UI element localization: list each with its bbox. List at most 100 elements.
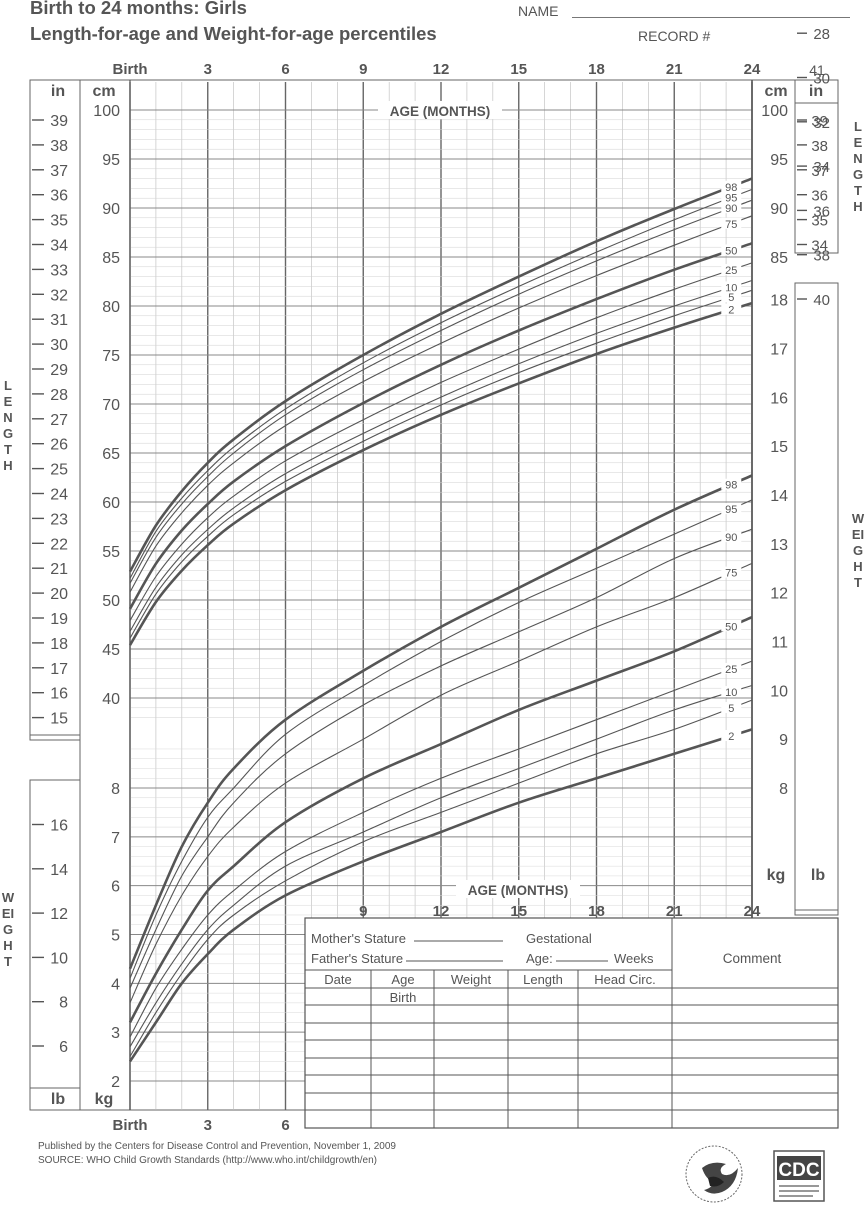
x-tick-mid-12: 12 bbox=[433, 903, 450, 920]
in-tick-left: 36 bbox=[50, 188, 68, 205]
weight-label-bg bbox=[721, 531, 742, 543]
length-curve-p90 bbox=[129, 199, 753, 584]
in-tick-left: 21 bbox=[50, 561, 68, 578]
x-tick-mid-24: 24 bbox=[744, 903, 761, 920]
cm-tick-left: 80 bbox=[102, 299, 120, 316]
lb-tick-left: 8 bbox=[59, 995, 68, 1012]
in-tick-right: 36 bbox=[811, 188, 828, 205]
length-label-bg bbox=[721, 244, 742, 256]
in-tick-right: 35 bbox=[811, 213, 828, 230]
cm-tick-left: 90 bbox=[102, 201, 120, 218]
length-percentile-label-98: 98 bbox=[725, 182, 737, 194]
in-tick-right: 34 bbox=[811, 238, 828, 255]
kg-tick-right: 15 bbox=[770, 439, 788, 456]
in-tick-left: 39 bbox=[50, 113, 68, 130]
unit-in-right: in bbox=[809, 83, 823, 100]
x-tick-mid-18: 18 bbox=[588, 903, 605, 920]
unit-kg-left: kg bbox=[95, 1091, 114, 1108]
kg-tick-right: 14 bbox=[770, 488, 788, 505]
in-tick-left: 29 bbox=[50, 362, 68, 379]
length-curve-p2 bbox=[128, 301, 753, 646]
weight-label-bg bbox=[721, 620, 742, 632]
kg-tick-left: 3 bbox=[111, 1025, 120, 1042]
in-tick-left: 19 bbox=[50, 611, 68, 628]
table-col-header: Age bbox=[391, 972, 414, 987]
in-tick-right: 37 bbox=[811, 163, 828, 180]
in-tick-left: 31 bbox=[50, 312, 68, 329]
cm-tick-left: 65 bbox=[102, 446, 120, 463]
lb-tick-right: 30 bbox=[813, 71, 830, 88]
length-curve-p10 bbox=[129, 279, 753, 632]
in-tick-left: 17 bbox=[50, 661, 68, 678]
x-tick-top-3: 3 bbox=[204, 61, 212, 78]
age-label-bg bbox=[456, 880, 580, 898]
in-tick-left: 15 bbox=[50, 711, 68, 728]
in-tick-left: 24 bbox=[50, 487, 68, 504]
fathers-stature-label: Father's Stature bbox=[311, 951, 403, 966]
unit-in-left: in bbox=[51, 83, 65, 100]
name-field-line[interactable] bbox=[572, 17, 850, 18]
cm-tick-right: 95 bbox=[770, 152, 788, 169]
lb-tick-left: 16 bbox=[50, 818, 68, 835]
kg-tick-left: 2 bbox=[111, 1074, 120, 1091]
weight-curve-p25 bbox=[129, 660, 753, 1038]
x-tick-top-Birth: Birth bbox=[113, 61, 148, 78]
cm-tick-left: 85 bbox=[102, 250, 120, 267]
in-tick-left: 27 bbox=[50, 412, 68, 429]
weight-axis-label-right: WEIGHT bbox=[851, 511, 865, 590]
length-percentile-label-25: 25 bbox=[725, 265, 737, 277]
kg-tick-left: 5 bbox=[111, 928, 120, 945]
in-tick-left: 35 bbox=[50, 213, 68, 230]
in-tick-right: 39 bbox=[811, 113, 828, 130]
hhs-eagle-seal-icon bbox=[685, 1145, 743, 1203]
in-tick-left: 26 bbox=[50, 437, 68, 454]
weight-label-bg bbox=[721, 686, 742, 698]
length-percentile-label-90: 90 bbox=[725, 203, 737, 215]
length-percentile-label-75: 75 bbox=[725, 219, 737, 231]
in-tick-left: 34 bbox=[50, 238, 68, 255]
in-tick-left: 16 bbox=[50, 686, 68, 703]
weight-label-bg bbox=[721, 702, 742, 714]
x-tick-bottom-Birth: Birth bbox=[113, 1117, 148, 1134]
weight-percentile-label-50: 50 bbox=[725, 621, 737, 633]
lb-tick-right: 38 bbox=[813, 248, 830, 265]
in-tick-left: 22 bbox=[50, 536, 68, 553]
weight-percentile-label-95: 95 bbox=[725, 504, 737, 516]
lb-tick-left: 14 bbox=[50, 862, 68, 879]
weight-curve-p5 bbox=[129, 699, 753, 1057]
source-note: SOURCE: WHO Child Growth Standards (http… bbox=[38, 1155, 378, 1166]
weight-percentile-label-75: 75 bbox=[725, 568, 737, 580]
weight-label-bg bbox=[721, 730, 742, 742]
weight-percentile-label-25: 25 bbox=[725, 664, 737, 676]
gestational-label: Gestational bbox=[526, 931, 592, 946]
cm-tick-left: 100 bbox=[93, 103, 120, 120]
length-label-bg bbox=[721, 191, 742, 203]
weeks-label: Weeks bbox=[614, 951, 654, 966]
cm-tick-right: 100 bbox=[761, 103, 788, 120]
kg-tick-left: 7 bbox=[111, 830, 120, 847]
in-tick-left: 28 bbox=[50, 387, 68, 404]
cm-tick-left: 70 bbox=[102, 397, 120, 414]
table-col-header: Weight bbox=[451, 972, 492, 987]
x-tick-top-21: 21 bbox=[666, 61, 683, 78]
table-col-header: Length bbox=[523, 972, 563, 987]
in-tick-left: 32 bbox=[50, 287, 68, 304]
lb-tick-right: 36 bbox=[813, 203, 830, 220]
weight-percentile-label-5: 5 bbox=[728, 703, 734, 715]
length-curve-p95 bbox=[129, 188, 753, 579]
length-curve-p25 bbox=[129, 262, 753, 621]
length-xaxis-label: AGE (MONTHS) bbox=[390, 104, 491, 119]
x-tick-mid-15: 15 bbox=[510, 903, 527, 920]
in-tick-left: 25 bbox=[50, 462, 68, 479]
weight-curve-p98 bbox=[128, 474, 753, 970]
cm-tick-left: 55 bbox=[102, 544, 120, 561]
in-tick-left: 23 bbox=[50, 511, 68, 528]
lb-tick-right: 32 bbox=[813, 115, 830, 132]
cm-tick-left: 60 bbox=[102, 495, 120, 512]
length-percentile-label-95: 95 bbox=[725, 193, 737, 205]
cm-tick-left: 40 bbox=[102, 691, 120, 708]
cm-tick-left: 50 bbox=[102, 593, 120, 610]
kg-tick-left: 8 bbox=[111, 781, 120, 798]
x-tick-top-6: 6 bbox=[281, 61, 289, 78]
first-row-age: Birth bbox=[390, 990, 417, 1005]
